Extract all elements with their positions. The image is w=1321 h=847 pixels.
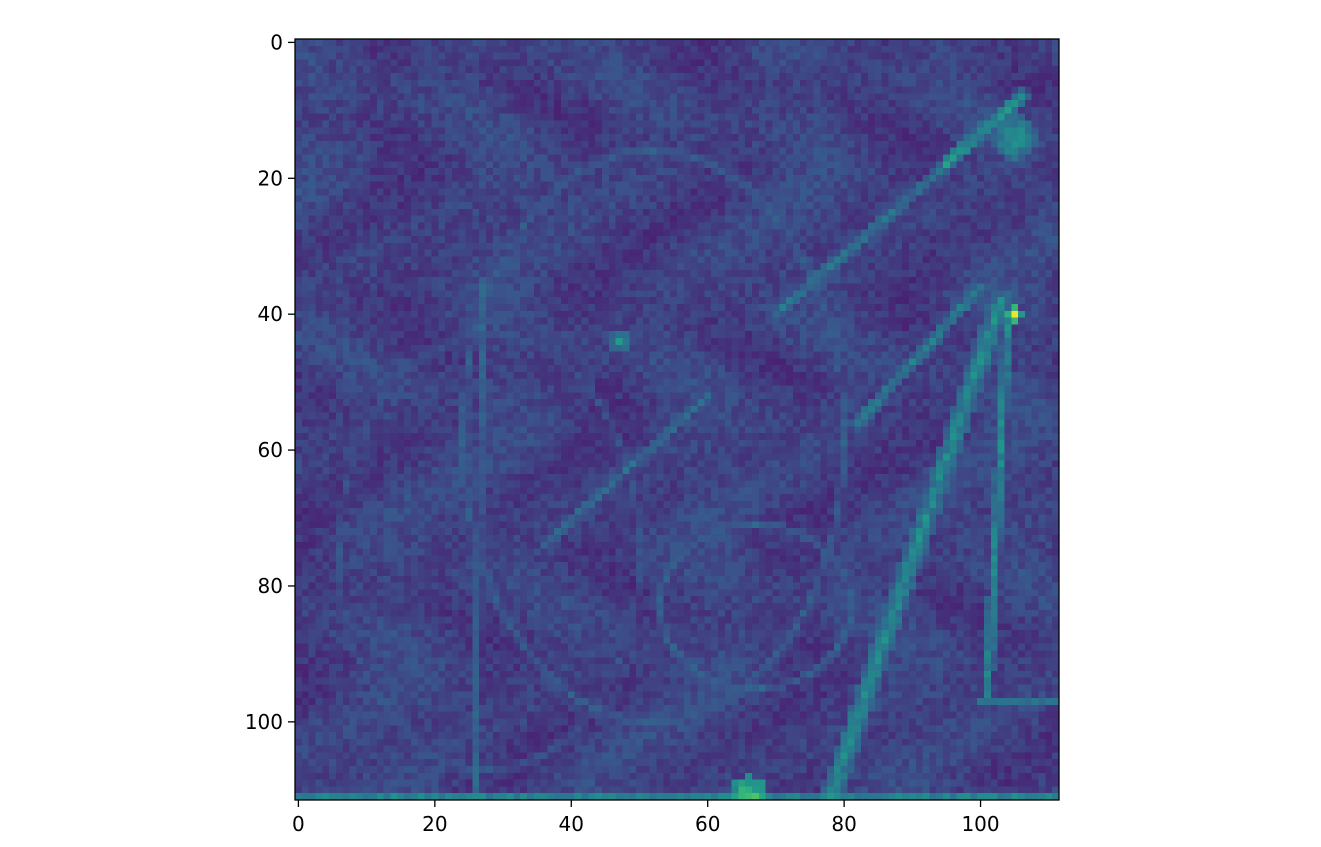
y-tick-label: 20 — [258, 166, 283, 190]
x-tick-label: 60 — [695, 812, 720, 836]
y-tick-label: 60 — [258, 438, 283, 462]
x-axis: 0 20 40 60 80 100 — [292, 800, 1000, 836]
y-tick-label: 0 — [270, 30, 283, 54]
y-tick-label: 40 — [258, 302, 283, 326]
x-tick-label: 80 — [831, 812, 856, 836]
plot-frame — [294, 38, 1060, 801]
x-tick-label: 0 — [292, 812, 305, 836]
y-tick-label: 100 — [245, 710, 283, 734]
heatmap-image — [295, 39, 1059, 800]
x-tick-label: 100 — [961, 812, 999, 836]
y-axis: 0 20 40 60 80 100 — [245, 30, 295, 734]
y-tick-label: 80 — [258, 574, 283, 598]
x-tick-label: 40 — [559, 812, 584, 836]
x-tick-label: 20 — [422, 812, 447, 836]
